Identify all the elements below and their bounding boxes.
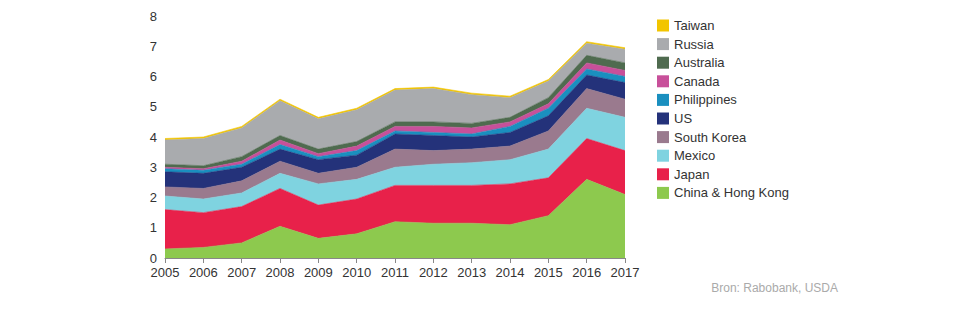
svg-text:Bron: Rabobank, USDA: Bron: Rabobank, USDA: [711, 281, 838, 295]
svg-text:2010: 2010: [342, 265, 371, 280]
svg-text:2009: 2009: [304, 265, 333, 280]
svg-text:Philippines: Philippines: [674, 92, 737, 107]
svg-text:Japan: Japan: [674, 167, 709, 182]
svg-text:US: US: [674, 111, 692, 126]
svg-text:3: 3: [150, 160, 157, 175]
svg-text:Russia: Russia: [674, 37, 715, 52]
svg-text:China & Hong Kong: China & Hong Kong: [674, 185, 789, 200]
svg-text:Mexico: Mexico: [674, 148, 715, 163]
svg-text:6: 6: [150, 69, 157, 84]
svg-text:2: 2: [150, 190, 157, 205]
svg-text:7: 7: [150, 39, 157, 54]
svg-text:8: 8: [150, 9, 157, 24]
svg-text:0: 0: [150, 251, 157, 266]
svg-text:2017: 2017: [611, 265, 640, 280]
svg-text:2011: 2011: [381, 265, 409, 280]
svg-text:2008: 2008: [266, 265, 295, 280]
svg-text:Taiwan: Taiwan: [674, 18, 714, 33]
svg-text:Australia: Australia: [674, 55, 725, 70]
svg-text:5: 5: [150, 99, 157, 114]
svg-text:2016: 2016: [572, 265, 601, 280]
svg-text:1: 1: [150, 220, 157, 235]
svg-text:2006: 2006: [189, 265, 218, 280]
svg-text:Canada: Canada: [674, 74, 720, 89]
svg-text:2012: 2012: [419, 265, 448, 280]
svg-text:2005: 2005: [151, 265, 180, 280]
svg-text:2013: 2013: [457, 265, 486, 280]
svg-text:2014: 2014: [496, 265, 525, 280]
svg-text:South Korea: South Korea: [674, 130, 747, 145]
svg-text:2015: 2015: [534, 265, 563, 280]
svg-text:2007: 2007: [227, 265, 256, 280]
svg-text:4: 4: [150, 130, 157, 145]
